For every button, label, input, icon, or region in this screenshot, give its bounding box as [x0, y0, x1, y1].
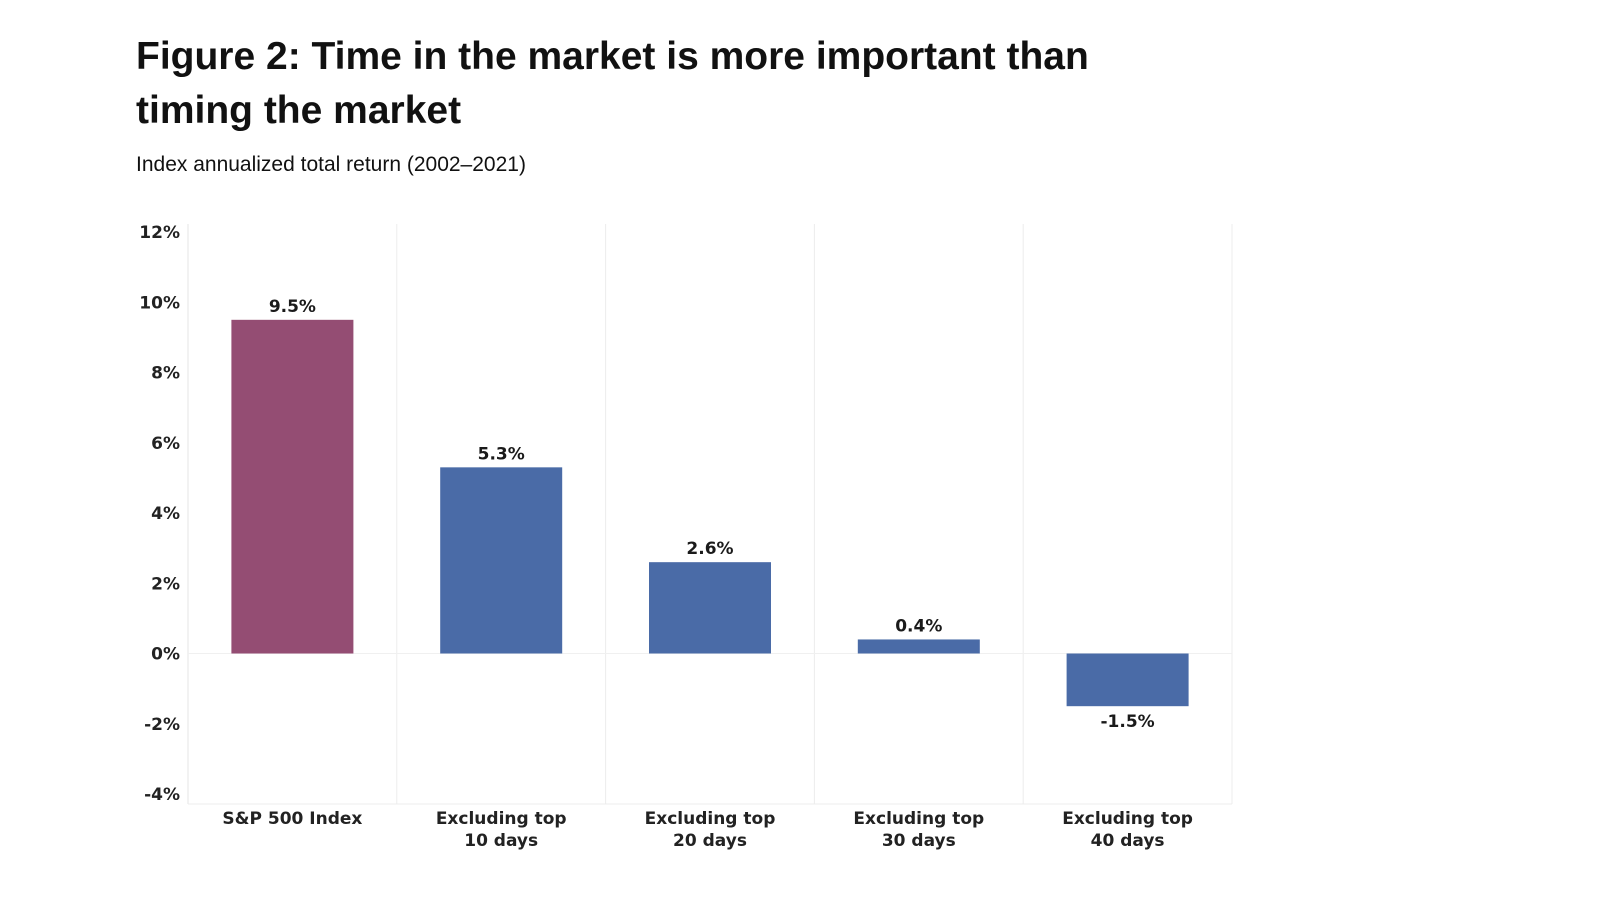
- chart-title: Figure 2: Time in the market is more imp…: [136, 30, 1136, 138]
- chart-title-line-1: Figure 2: Time in the market is more imp…: [136, 35, 1089, 78]
- bar-value-label: -1.5%: [1100, 712, 1154, 732]
- y-tick-label: 6%: [151, 434, 180, 454]
- bar-value-label: 9.5%: [269, 297, 316, 317]
- x-category-label: Excluding top: [1062, 809, 1193, 829]
- x-category-label: S&P 500 Index: [222, 809, 362, 829]
- y-tick-label: 12%: [139, 223, 180, 243]
- bar: [857, 639, 980, 654]
- bar-value-label: 5.3%: [478, 444, 525, 464]
- bars-layer: [231, 319, 1189, 707]
- bar: [231, 319, 354, 654]
- x-category-label: 20 days: [673, 831, 747, 851]
- x-category-label: Excluding top: [436, 809, 567, 829]
- y-tick-label: 2%: [151, 574, 180, 594]
- y-tick-label: 10%: [139, 293, 180, 313]
- y-tick-label: 0%: [151, 645, 180, 665]
- chart-title-line-2: timing the market: [136, 89, 462, 132]
- labels-layer: 12% 10% 8% 6% 4% 2% 0% -2% -4% 9.5% S&P 500 Index 5…: [139, 223, 1193, 851]
- y-tick-label: -4%: [144, 785, 180, 805]
- bar-value-label: 2.6%: [686, 539, 733, 559]
- y-tick-label: 4%: [151, 504, 180, 524]
- bar: [649, 562, 771, 654]
- y-tick-label: 8%: [151, 364, 180, 384]
- bar-value-label: 0.4%: [895, 616, 942, 636]
- x-category-label: 30 days: [882, 831, 956, 851]
- x-category-label: 10 days: [464, 831, 538, 851]
- x-category-label: Excluding top: [645, 809, 776, 829]
- x-category-label: Excluding top: [853, 809, 984, 829]
- x-category-label: 40 days: [1091, 831, 1165, 851]
- y-tick-label: -2%: [144, 715, 180, 735]
- chart-subtitle: Index annualized total return (2002–2021…: [136, 153, 526, 176]
- grid-layer: [187, 224, 1233, 805]
- bar: [1066, 653, 1189, 707]
- bar: [440, 467, 563, 654]
